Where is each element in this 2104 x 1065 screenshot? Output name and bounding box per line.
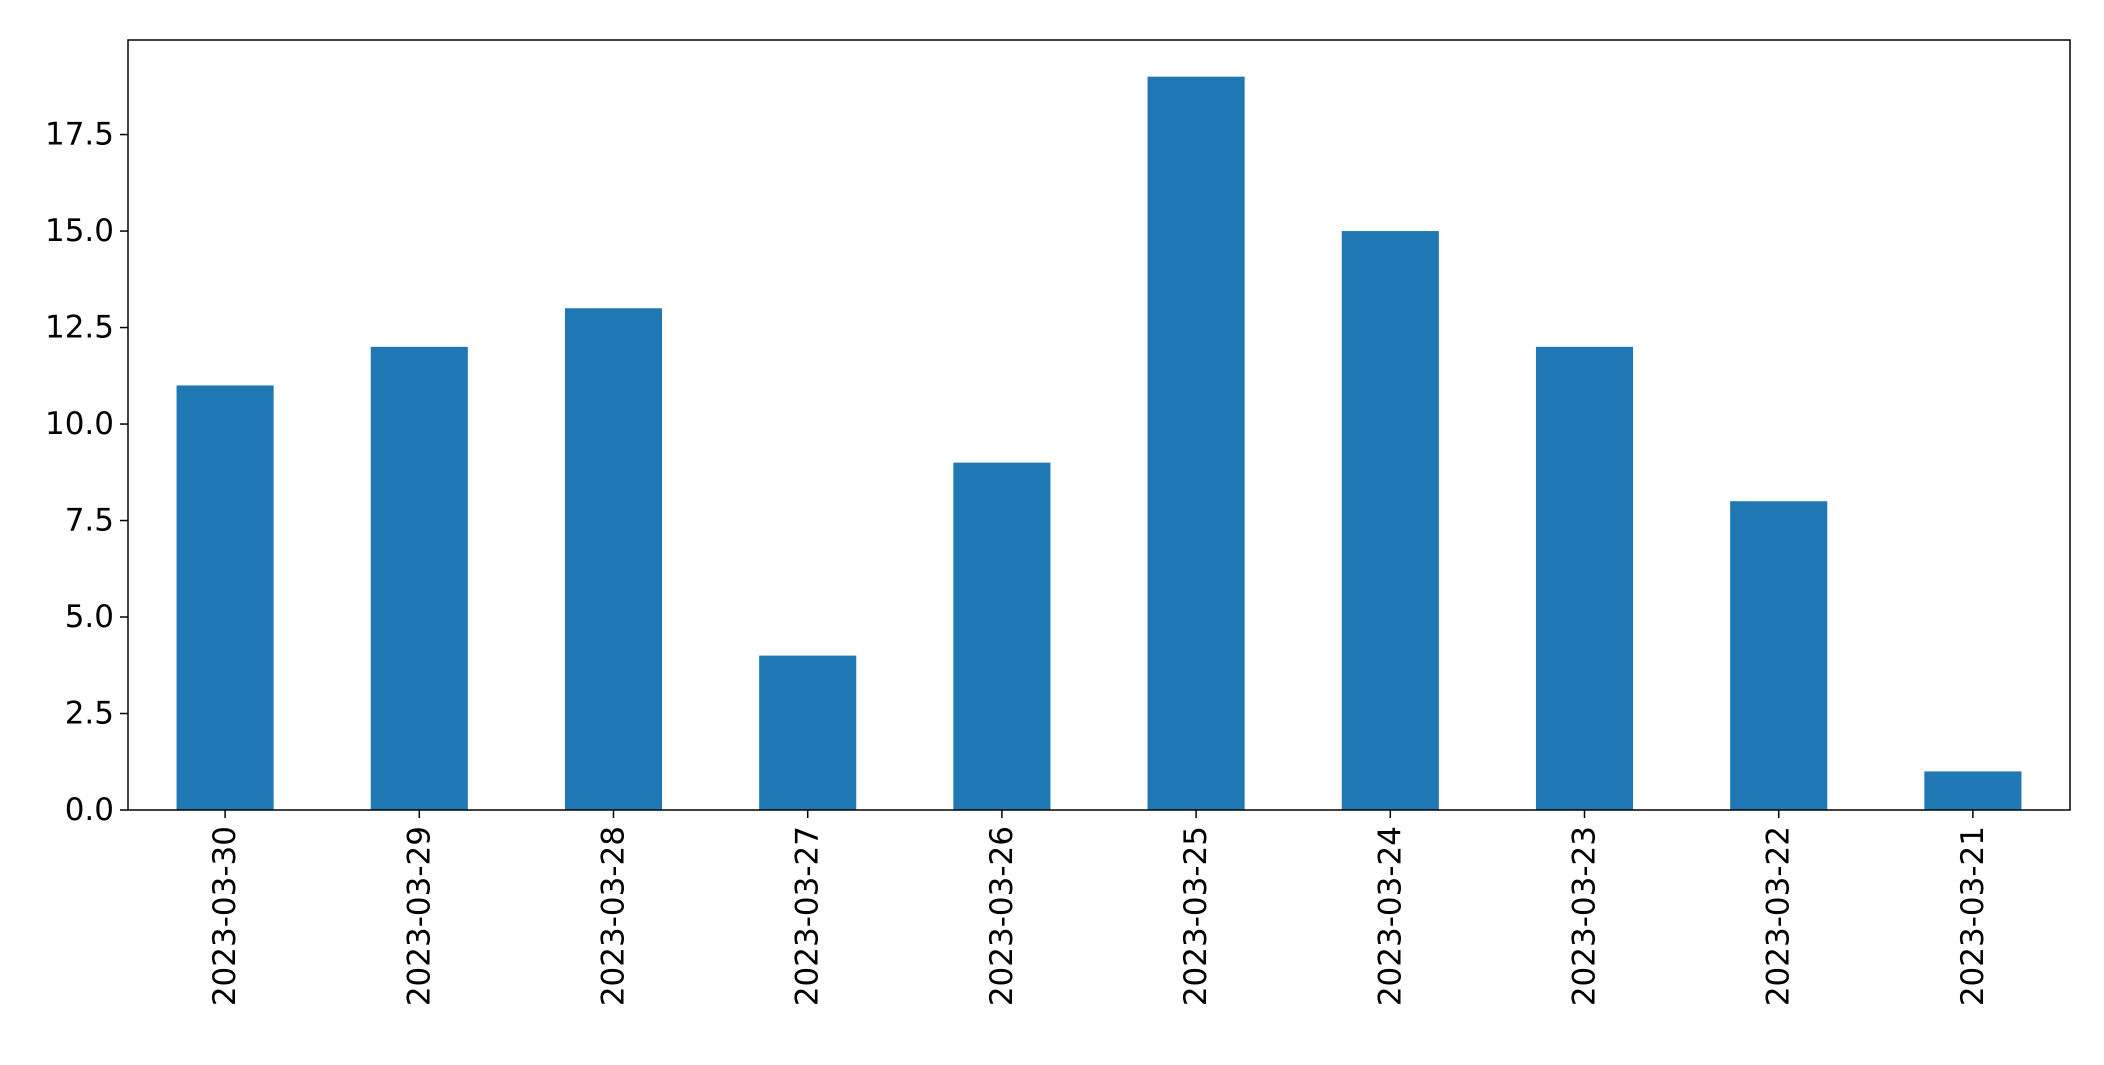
x-axis: 2023-03-30 2023-03-29 2023-03-28 2023-03-27… — [207, 810, 1991, 1006]
bar-2023-03-23 — [1535, 346, 1634, 810]
y-tick-label: 0.0 — [65, 792, 114, 828]
x-tick-label-2023-03-30: 2023-03-30 — [207, 826, 243, 1006]
x-tick-label-2023-03-26: 2023-03-26 — [984, 826, 1020, 1006]
bar-2023-03-28 — [564, 308, 663, 810]
y-tick-label: 10.0 — [45, 406, 114, 442]
bars-layer — [176, 76, 2022, 811]
y-tick-label: 12.5 — [45, 310, 114, 346]
x-tick-label-2023-03-29: 2023-03-29 — [401, 826, 437, 1006]
y-tick-label: 15.0 — [45, 213, 114, 249]
y-tick-label: 2.5 — [65, 696, 114, 732]
x-tick-label-2023-03-27: 2023-03-27 — [790, 826, 826, 1006]
y-tick-label: 7.5 — [65, 503, 114, 539]
plot-frame — [127, 39, 2071, 811]
bar-2023-03-29 — [370, 346, 468, 810]
x-tick-label-2023-03-24: 2023-03-24 — [1372, 826, 1408, 1006]
y-tick-label: 17.5 — [45, 117, 114, 153]
bar-2023-03-21 — [1924, 771, 2022, 810]
x-tick-label-2023-03-25: 2023-03-25 — [1178, 826, 1214, 1006]
bar-2023-03-22 — [1730, 501, 1828, 810]
x-tick-label-2023-03-22: 2023-03-22 — [1761, 826, 1797, 1006]
bar-2023-03-26 — [953, 462, 1051, 810]
x-tick-label-2023-03-23: 2023-03-23 — [1567, 826, 1603, 1006]
x-tick-label-2023-03-28: 2023-03-28 — [596, 826, 632, 1006]
x-tick-label-2023-03-21: 2023-03-21 — [1955, 826, 1991, 1006]
bar-2023-03-27 — [759, 655, 857, 810]
bar-2023-03-25 — [1147, 76, 1245, 811]
y-tick-label: 5.0 — [65, 599, 114, 635]
bar-2023-03-30 — [176, 385, 274, 810]
bar-2023-03-24 — [1341, 231, 1439, 811]
y-axis: 0.0 2.5 5.0 7.5 10.0 12.5 15.0 17.5 — [45, 117, 128, 828]
